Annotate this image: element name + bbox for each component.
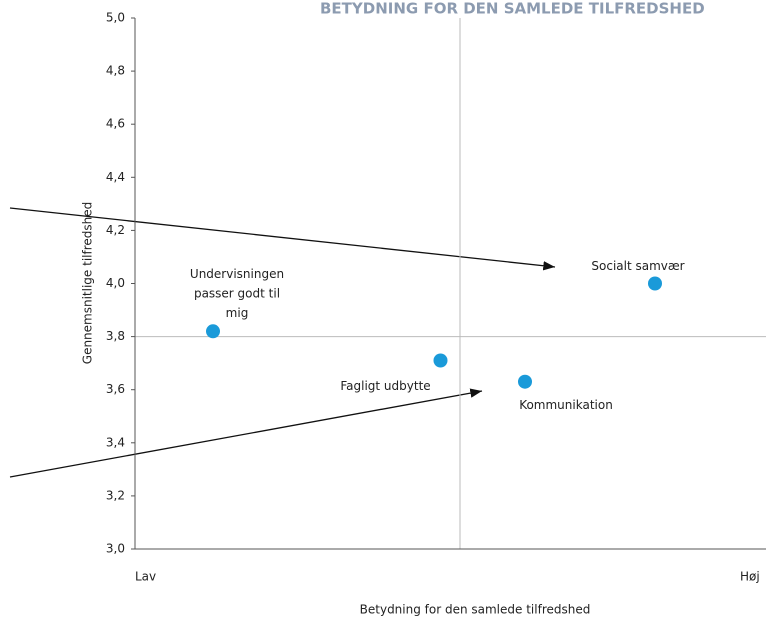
point-label: mig	[226, 306, 249, 320]
y-tick-label: 4,4	[106, 170, 125, 184]
y-tick-label: 3,0	[106, 542, 125, 556]
chart-title: BETYDNING FOR DEN SAMLEDE TILFREDSHED	[320, 0, 705, 18]
y-tick-label: 4,2	[106, 223, 125, 237]
x-tick-label: Høj	[740, 570, 760, 584]
y-tick-label: 3,4	[106, 435, 125, 449]
point-label: passer godt til	[194, 286, 280, 300]
point	[518, 374, 532, 389]
arrow	[9, 388, 483, 478]
point-label: Fagligt udbytte	[340, 379, 430, 393]
x-axis-label: Betydning for den samlede tilfredshed	[360, 603, 591, 617]
point	[433, 353, 448, 368]
point-label: Socialt samvær	[591, 259, 684, 273]
y-tick-label: 4,0	[106, 276, 125, 290]
y-tick-label: 5,0	[106, 11, 125, 25]
y-tick-label: 4,6	[106, 117, 125, 131]
y-tick-label: 3,2	[106, 488, 125, 502]
y-tick-label: 3,6	[106, 382, 125, 396]
y-tick-label: 4,8	[106, 64, 125, 78]
arrow	[9, 207, 556, 271]
y-tick-label: 3,8	[106, 329, 125, 343]
point-label: Kommunikation	[519, 398, 613, 412]
point-label: Undervisningen	[190, 267, 284, 281]
x-tick-label: Lav	[135, 570, 156, 584]
point	[648, 276, 662, 291]
point	[206, 324, 220, 339]
y-axis-label: Gennemsnitlige tilfredshed	[81, 202, 95, 364]
